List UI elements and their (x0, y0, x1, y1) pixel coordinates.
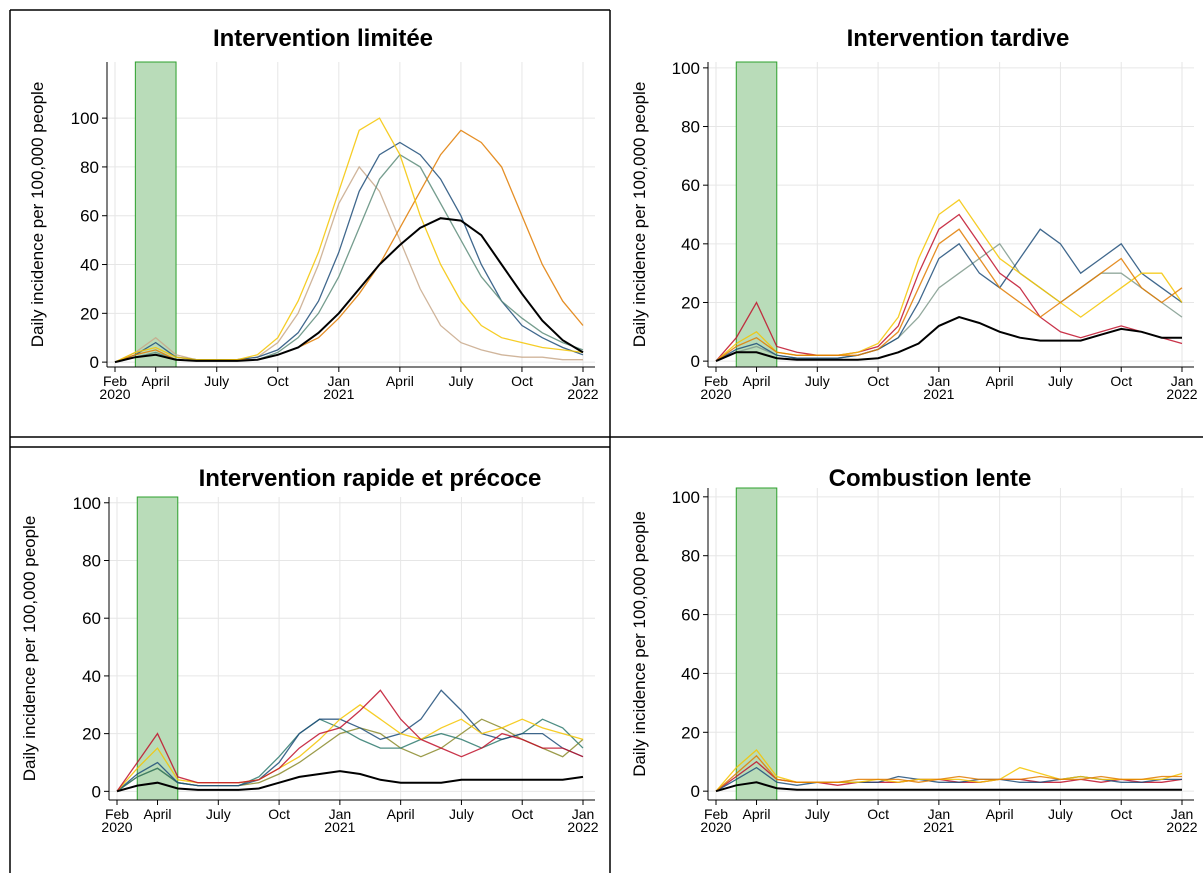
y-axis-label: Daily incidence per 100,000 people (630, 82, 649, 348)
y-tick-label: 20 (80, 304, 99, 323)
intervention-window (136, 496, 179, 801)
x-tick-label: Feb 2020 (99, 373, 131, 402)
y-tick-label: 20 (681, 723, 700, 742)
y-tick-label: 100 (71, 109, 99, 128)
x-tick-label: July (804, 806, 830, 822)
chart-title: Intervention limitée (213, 25, 433, 52)
x-tick-label: July (448, 806, 474, 822)
x-tick-label: July (804, 373, 830, 389)
x-tick-label: Jan 2022 (1166, 373, 1198, 402)
y-tick-label: 60 (681, 176, 700, 195)
y-axis-label: Daily incidence per 100,000 people (28, 82, 47, 348)
x-tick-label: July (448, 373, 474, 389)
y-tick-label: 80 (80, 158, 99, 177)
series-line (116, 689, 584, 792)
y-tick-label: 80 (82, 551, 101, 570)
lines (715, 749, 1183, 793)
y-axis-label: Daily incidence per 100,000 people (20, 516, 39, 782)
x-tick-label: Jan 2022 (567, 806, 599, 835)
y-tick-label: 40 (681, 664, 700, 683)
y-tick-label: 100 (73, 494, 101, 513)
y-tick-label: 80 (681, 547, 700, 566)
x-tick-label: Oct (511, 806, 534, 822)
chart-title: Intervention rapide et précoce (199, 465, 542, 492)
chart-title: Intervention tardive (847, 25, 1070, 52)
x-tick-label: Oct (268, 806, 290, 822)
x-tick-label: April (985, 806, 1014, 822)
x-tick-label: April (386, 806, 415, 822)
x-tick-label: July (1047, 806, 1073, 822)
x-tick-label: Feb 2020 (700, 806, 732, 835)
series-line (715, 213, 1183, 362)
series-line (715, 228, 1183, 362)
y-tick-label: 0 (691, 782, 700, 801)
x-tick-label: Oct (867, 806, 889, 822)
y-tick-label: 20 (82, 725, 101, 744)
y-tick-label: 100 (672, 488, 700, 507)
x-tick-label: April (385, 373, 414, 389)
x-tick-label: April (143, 806, 172, 822)
chart-title: Combustion lente (829, 465, 1032, 492)
x-tick-label: July (204, 373, 230, 389)
frame (9, 9, 1203, 873)
lines (715, 198, 1183, 363)
lines (114, 117, 584, 364)
x-tick-label: Oct (1110, 806, 1133, 822)
x-tick-label: Oct (1110, 373, 1133, 389)
series-line (116, 704, 584, 792)
x-tick-label: April (141, 373, 170, 389)
x-tick-label: April (742, 806, 771, 822)
y-tick-label: 60 (82, 609, 101, 628)
series-line (116, 689, 584, 792)
series-line (114, 217, 584, 364)
x-tick-label: July (1047, 373, 1073, 389)
y-tick-label: 60 (681, 606, 700, 625)
series-line (715, 781, 1182, 793)
y-tick-label: 40 (80, 256, 99, 275)
x-tick-label: April (985, 373, 1014, 389)
y-tick-label: 40 (681, 235, 700, 254)
series-line (715, 749, 1183, 792)
intervention-window (735, 487, 778, 801)
y-tick-label: 0 (90, 353, 99, 372)
x-tick-label: Feb 2020 (700, 373, 732, 402)
x-tick-label: Jan 2021 (324, 806, 356, 835)
series-line (114, 117, 584, 363)
series-line (715, 316, 1182, 363)
x-tick-label: July (205, 806, 231, 822)
y-tick-label: 100 (672, 59, 700, 78)
series-line (715, 754, 1182, 792)
series-line (114, 129, 584, 363)
x-tick-label: Jan 2022 (567, 373, 599, 402)
x-tick-label: Jan 2021 (923, 373, 955, 402)
x-tick-label: Oct (511, 373, 533, 389)
x-tick-label: April (742, 373, 771, 389)
x-tick-label: Feb 2020 (101, 806, 133, 835)
x-tick-label: Oct (266, 373, 289, 389)
x-tick-label: Jan 2021 (923, 806, 955, 835)
y-tick-label: 20 (681, 293, 700, 312)
series-line (116, 770, 584, 793)
intervention-window (134, 61, 177, 368)
x-tick-label: Jan 2021 (323, 373, 355, 402)
lines (116, 689, 584, 793)
y-tick-label: 0 (92, 782, 101, 801)
y-tick-label: 80 (681, 118, 700, 137)
y-tick-label: 60 (80, 207, 99, 226)
series-line (715, 228, 1183, 362)
x-tick-label: Jan 2022 (1166, 806, 1198, 835)
y-tick-label: 40 (82, 667, 101, 686)
y-tick-label: 0 (691, 352, 700, 371)
y-axis-label: Daily incidence per 100,000 people (630, 511, 649, 777)
series-line (715, 760, 1183, 792)
x-tick-label: Oct (867, 373, 889, 389)
intervention-window (735, 61, 778, 368)
